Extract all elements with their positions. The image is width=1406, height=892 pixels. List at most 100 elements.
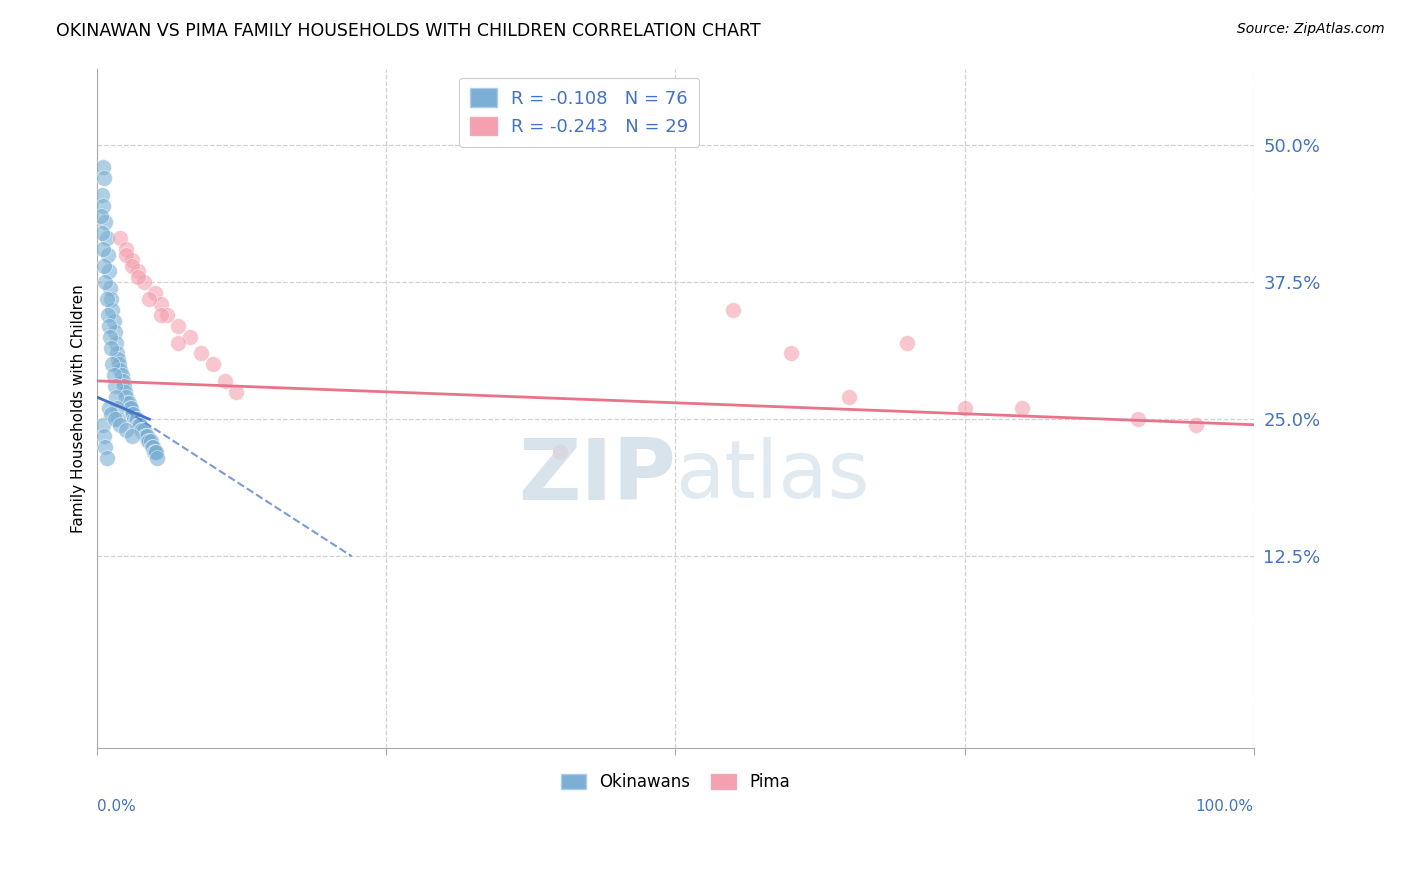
Point: [96, 450, 118, 465]
Point: [118, 401, 141, 416]
Text: ZIP: ZIP: [517, 434, 675, 517]
Point: [953, 401, 976, 416]
Point: [121, 253, 143, 268]
Point: [100, 407, 122, 421]
Point: [136, 428, 159, 442]
Point: [115, 423, 138, 437]
Point: [141, 440, 163, 454]
Point: [723, 302, 745, 317]
Point: [98, 330, 121, 344]
Point: [104, 390, 127, 404]
Point: [100, 292, 122, 306]
Point: [103, 368, 125, 383]
Point: [110, 363, 132, 377]
Point: [101, 358, 124, 372]
Point: [91, 187, 114, 202]
Point: [225, 384, 247, 399]
Point: [90, 210, 112, 224]
Point: [104, 412, 127, 426]
Point: [94, 275, 117, 289]
Point: [124, 412, 146, 426]
Y-axis label: Family Households with Children: Family Households with Children: [72, 284, 86, 533]
Point: [114, 384, 136, 399]
Point: [190, 346, 212, 360]
Point: [121, 259, 143, 273]
Point: [101, 302, 124, 317]
Point: [104, 325, 127, 339]
Point: [136, 434, 159, 449]
Point: [143, 445, 166, 459]
Legend: Okinawans, Pima: Okinawans, Pima: [554, 766, 796, 797]
Point: [156, 308, 179, 322]
Point: [132, 275, 155, 289]
Point: [100, 341, 122, 355]
Point: [143, 445, 166, 459]
Point: [97, 308, 120, 322]
Point: [179, 330, 201, 344]
Point: [127, 264, 149, 278]
Point: [121, 428, 143, 442]
Point: [91, 243, 114, 257]
Point: [107, 412, 129, 426]
Point: [91, 226, 114, 240]
Point: [149, 308, 172, 322]
Point: [97, 401, 120, 416]
Point: [104, 379, 127, 393]
Point: [97, 264, 120, 278]
Point: [122, 407, 145, 421]
Text: Source: ZipAtlas.com: Source: ZipAtlas.com: [1237, 22, 1385, 37]
Point: [97, 248, 120, 262]
Point: [107, 351, 129, 366]
Point: [104, 335, 127, 350]
Point: [138, 292, 160, 306]
Point: [115, 243, 138, 257]
Point: [117, 396, 139, 410]
Point: [94, 440, 117, 454]
Text: 100.0%: 100.0%: [1195, 799, 1254, 814]
Point: [146, 450, 169, 465]
Point: [128, 417, 150, 432]
Point: [121, 407, 143, 421]
Point: [780, 346, 803, 360]
Point: [1126, 412, 1149, 426]
Point: [105, 346, 128, 360]
Point: [91, 198, 114, 212]
Point: [167, 335, 190, 350]
Point: [149, 297, 172, 311]
Point: [115, 390, 138, 404]
Point: [139, 434, 162, 449]
Point: [131, 423, 153, 437]
Point: [108, 358, 131, 372]
Point: [110, 231, 132, 245]
Point: [93, 428, 115, 442]
Point: [132, 423, 155, 437]
Point: [1011, 401, 1033, 416]
Point: [214, 374, 236, 388]
Point: [94, 215, 117, 229]
Point: [896, 335, 918, 350]
Point: [96, 292, 118, 306]
Point: [145, 445, 167, 459]
Point: [138, 434, 160, 449]
Point: [120, 401, 142, 416]
Point: [111, 374, 134, 388]
Point: [125, 412, 148, 426]
Point: [96, 231, 118, 245]
Point: [110, 417, 132, 432]
Point: [93, 259, 115, 273]
Point: [105, 401, 128, 416]
Text: OKINAWAN VS PIMA FAMILY HOUSEHOLDS WITH CHILDREN CORRELATION CHART: OKINAWAN VS PIMA FAMILY HOUSEHOLDS WITH …: [56, 22, 761, 40]
Point: [111, 368, 134, 383]
Point: [93, 171, 115, 186]
Text: atlas: atlas: [675, 437, 870, 516]
Text: 0.0%: 0.0%: [97, 799, 136, 814]
Point: [143, 286, 166, 301]
Point: [112, 379, 135, 393]
Point: [135, 428, 157, 442]
Point: [103, 313, 125, 327]
Point: [91, 160, 114, 174]
Point: [838, 390, 860, 404]
Point: [548, 445, 571, 459]
Point: [98, 281, 121, 295]
Point: [167, 319, 190, 334]
